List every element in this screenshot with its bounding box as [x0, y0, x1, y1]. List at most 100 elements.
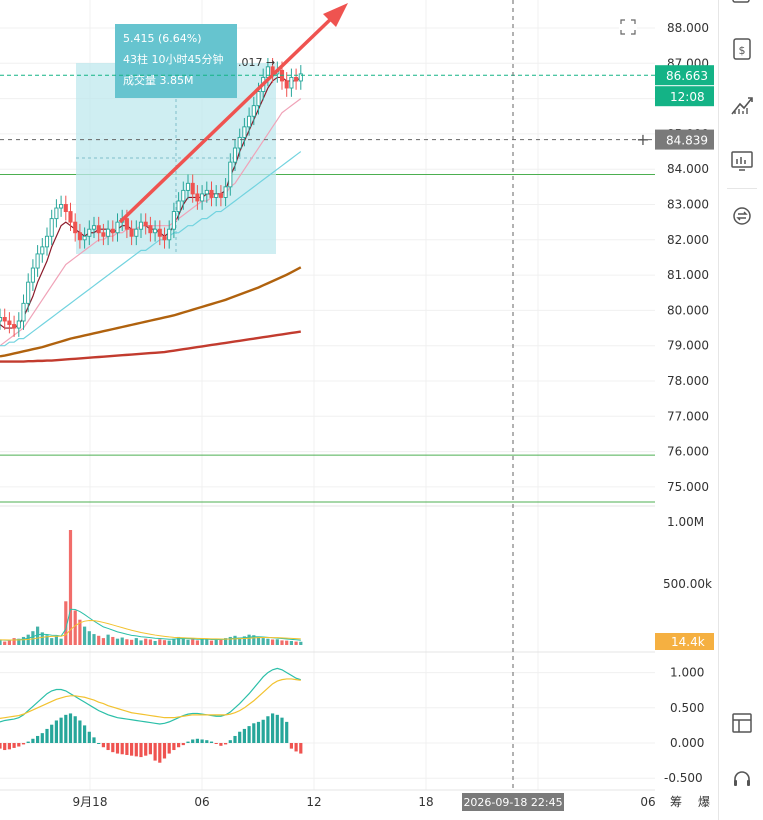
fullscreen-icon[interactable] [619, 18, 637, 36]
macd-hist-16 [73, 716, 77, 743]
volume-bar-48 [224, 638, 228, 645]
candle-body-38 [176, 200, 181, 213]
volume-bar-33 [153, 640, 157, 645]
price-tick-11: 77.000 [667, 409, 709, 423]
macd-hist-1 [3, 743, 7, 751]
macd-hist-38 [177, 743, 181, 748]
top-partial-icon[interactable] [729, 0, 755, 18]
macd-hist-64 [299, 743, 303, 754]
volume-bar-5 [21, 636, 26, 645]
macd-hist-14 [64, 714, 68, 743]
volume-bar-47 [219, 639, 223, 645]
macd-hist-61 [285, 721, 289, 743]
volume-bar-22 [101, 638, 105, 645]
macd-hist-48 [224, 743, 228, 745]
volume-bar-18 [83, 626, 87, 645]
macd-hist-30 [139, 743, 143, 758]
candle-body-62 [289, 76, 294, 89]
macd-hist-11 [50, 724, 54, 743]
volume-bar-49 [228, 636, 232, 645]
candle-body-48 [223, 186, 228, 198]
headset-icon[interactable] [729, 766, 755, 792]
macd-hist-23 [106, 743, 110, 751]
macd-hist-29 [134, 743, 138, 757]
macd-hist-55 [256, 721, 261, 743]
trend-icon[interactable] [729, 92, 755, 118]
volume-bar-37 [172, 638, 176, 645]
macd-tick-1: 0.500 [670, 701, 704, 715]
candle-body-20 [91, 225, 97, 230]
volume-bar-3 [12, 638, 16, 645]
price-tick-5: 83.000 [667, 198, 709, 212]
chart-board-icon[interactable] [729, 148, 755, 174]
volume-bar-20 [92, 634, 96, 645]
candle-body-24 [110, 228, 115, 234]
macd-hist-15 [68, 713, 73, 743]
candle-body-44 [204, 189, 209, 195]
burst-label: 爆 [698, 795, 710, 809]
svg-text:$: $ [739, 44, 746, 57]
ma-line-3 [0, 266, 302, 358]
macd-hist-53 [247, 726, 251, 743]
volume-bar-24 [111, 636, 115, 645]
candle-body-25 [115, 221, 120, 234]
candle-body-41 [190, 182, 195, 195]
candle-body-51 [237, 136, 242, 149]
crosshair: + [0, 0, 655, 790]
volume-bar-21 [97, 635, 101, 645]
volume-tick-1: 500.00k [663, 577, 712, 591]
candle-body-46 [214, 193, 219, 198]
candle-body-10 [44, 235, 50, 248]
macd-hist-44 [205, 740, 209, 743]
volume-bar-0 [0, 639, 2, 645]
candle-body-47 [218, 193, 223, 198]
macd-hist-2 [7, 743, 11, 750]
volume-bar-64 [299, 641, 303, 645]
candle-body-64 [298, 73, 303, 82]
crosshair-price-badge [655, 129, 714, 150]
price-tick-8: 80.000 [667, 303, 709, 317]
volume-bar-9 [40, 632, 44, 645]
candle-body-17 [77, 232, 82, 241]
macd-tick-2: 0.000 [670, 736, 704, 750]
candle-body-11 [49, 218, 54, 237]
candle-body-34 [157, 228, 162, 237]
time-axis: 9月18 06 12 18 06 筹 爆 [73, 795, 710, 809]
volume-bar-40 [186, 639, 190, 645]
macd-hist-3 [12, 743, 16, 748]
macd-hist-25 [115, 743, 120, 754]
trend-arrow[interactable] [118, 3, 348, 224]
trend-arrow-head [323, 3, 348, 27]
volume-bar-52 [242, 636, 246, 645]
time-tick-4: 06 [640, 795, 655, 809]
volume-bar-61 [285, 640, 289, 645]
candle-body-30 [138, 221, 144, 230]
volume-bar-14 [64, 601, 68, 645]
axis-badges: 86.663 12:08 84.839 14.4k 2026-09-18 22:45 [462, 65, 714, 811]
ma-line-4 [0, 330, 301, 363]
candle-body-32 [148, 225, 153, 234]
price-tick-0: 88.000 [667, 21, 709, 35]
candle-body-15 [68, 211, 73, 223]
macd-dif-line [0, 667, 301, 725]
macd-hist-34 [158, 743, 162, 763]
layout-icon[interactable] [729, 710, 755, 736]
macd-hist-59 [275, 714, 279, 743]
time-tick-3: 18 [418, 795, 433, 809]
macd-hist-36 [167, 743, 171, 754]
candle-body-28 [129, 228, 134, 237]
macd-hist-35 [162, 743, 167, 759]
macd-hist-13 [59, 717, 63, 743]
volume-bar-17 [78, 619, 82, 645]
current-price-text: 86.663 [666, 69, 708, 83]
candle-body-36 [167, 228, 172, 241]
candle-body-21 [96, 225, 101, 234]
volume-bar-12 [54, 636, 58, 645]
compare-icon[interactable] [729, 203, 755, 229]
macd-hist-20 [92, 737, 96, 743]
cash-icon[interactable]: $ [729, 36, 755, 62]
volume-bar-31 [144, 638, 148, 645]
volume-bar-54 [252, 635, 256, 645]
macd-hist-51 [238, 731, 242, 743]
